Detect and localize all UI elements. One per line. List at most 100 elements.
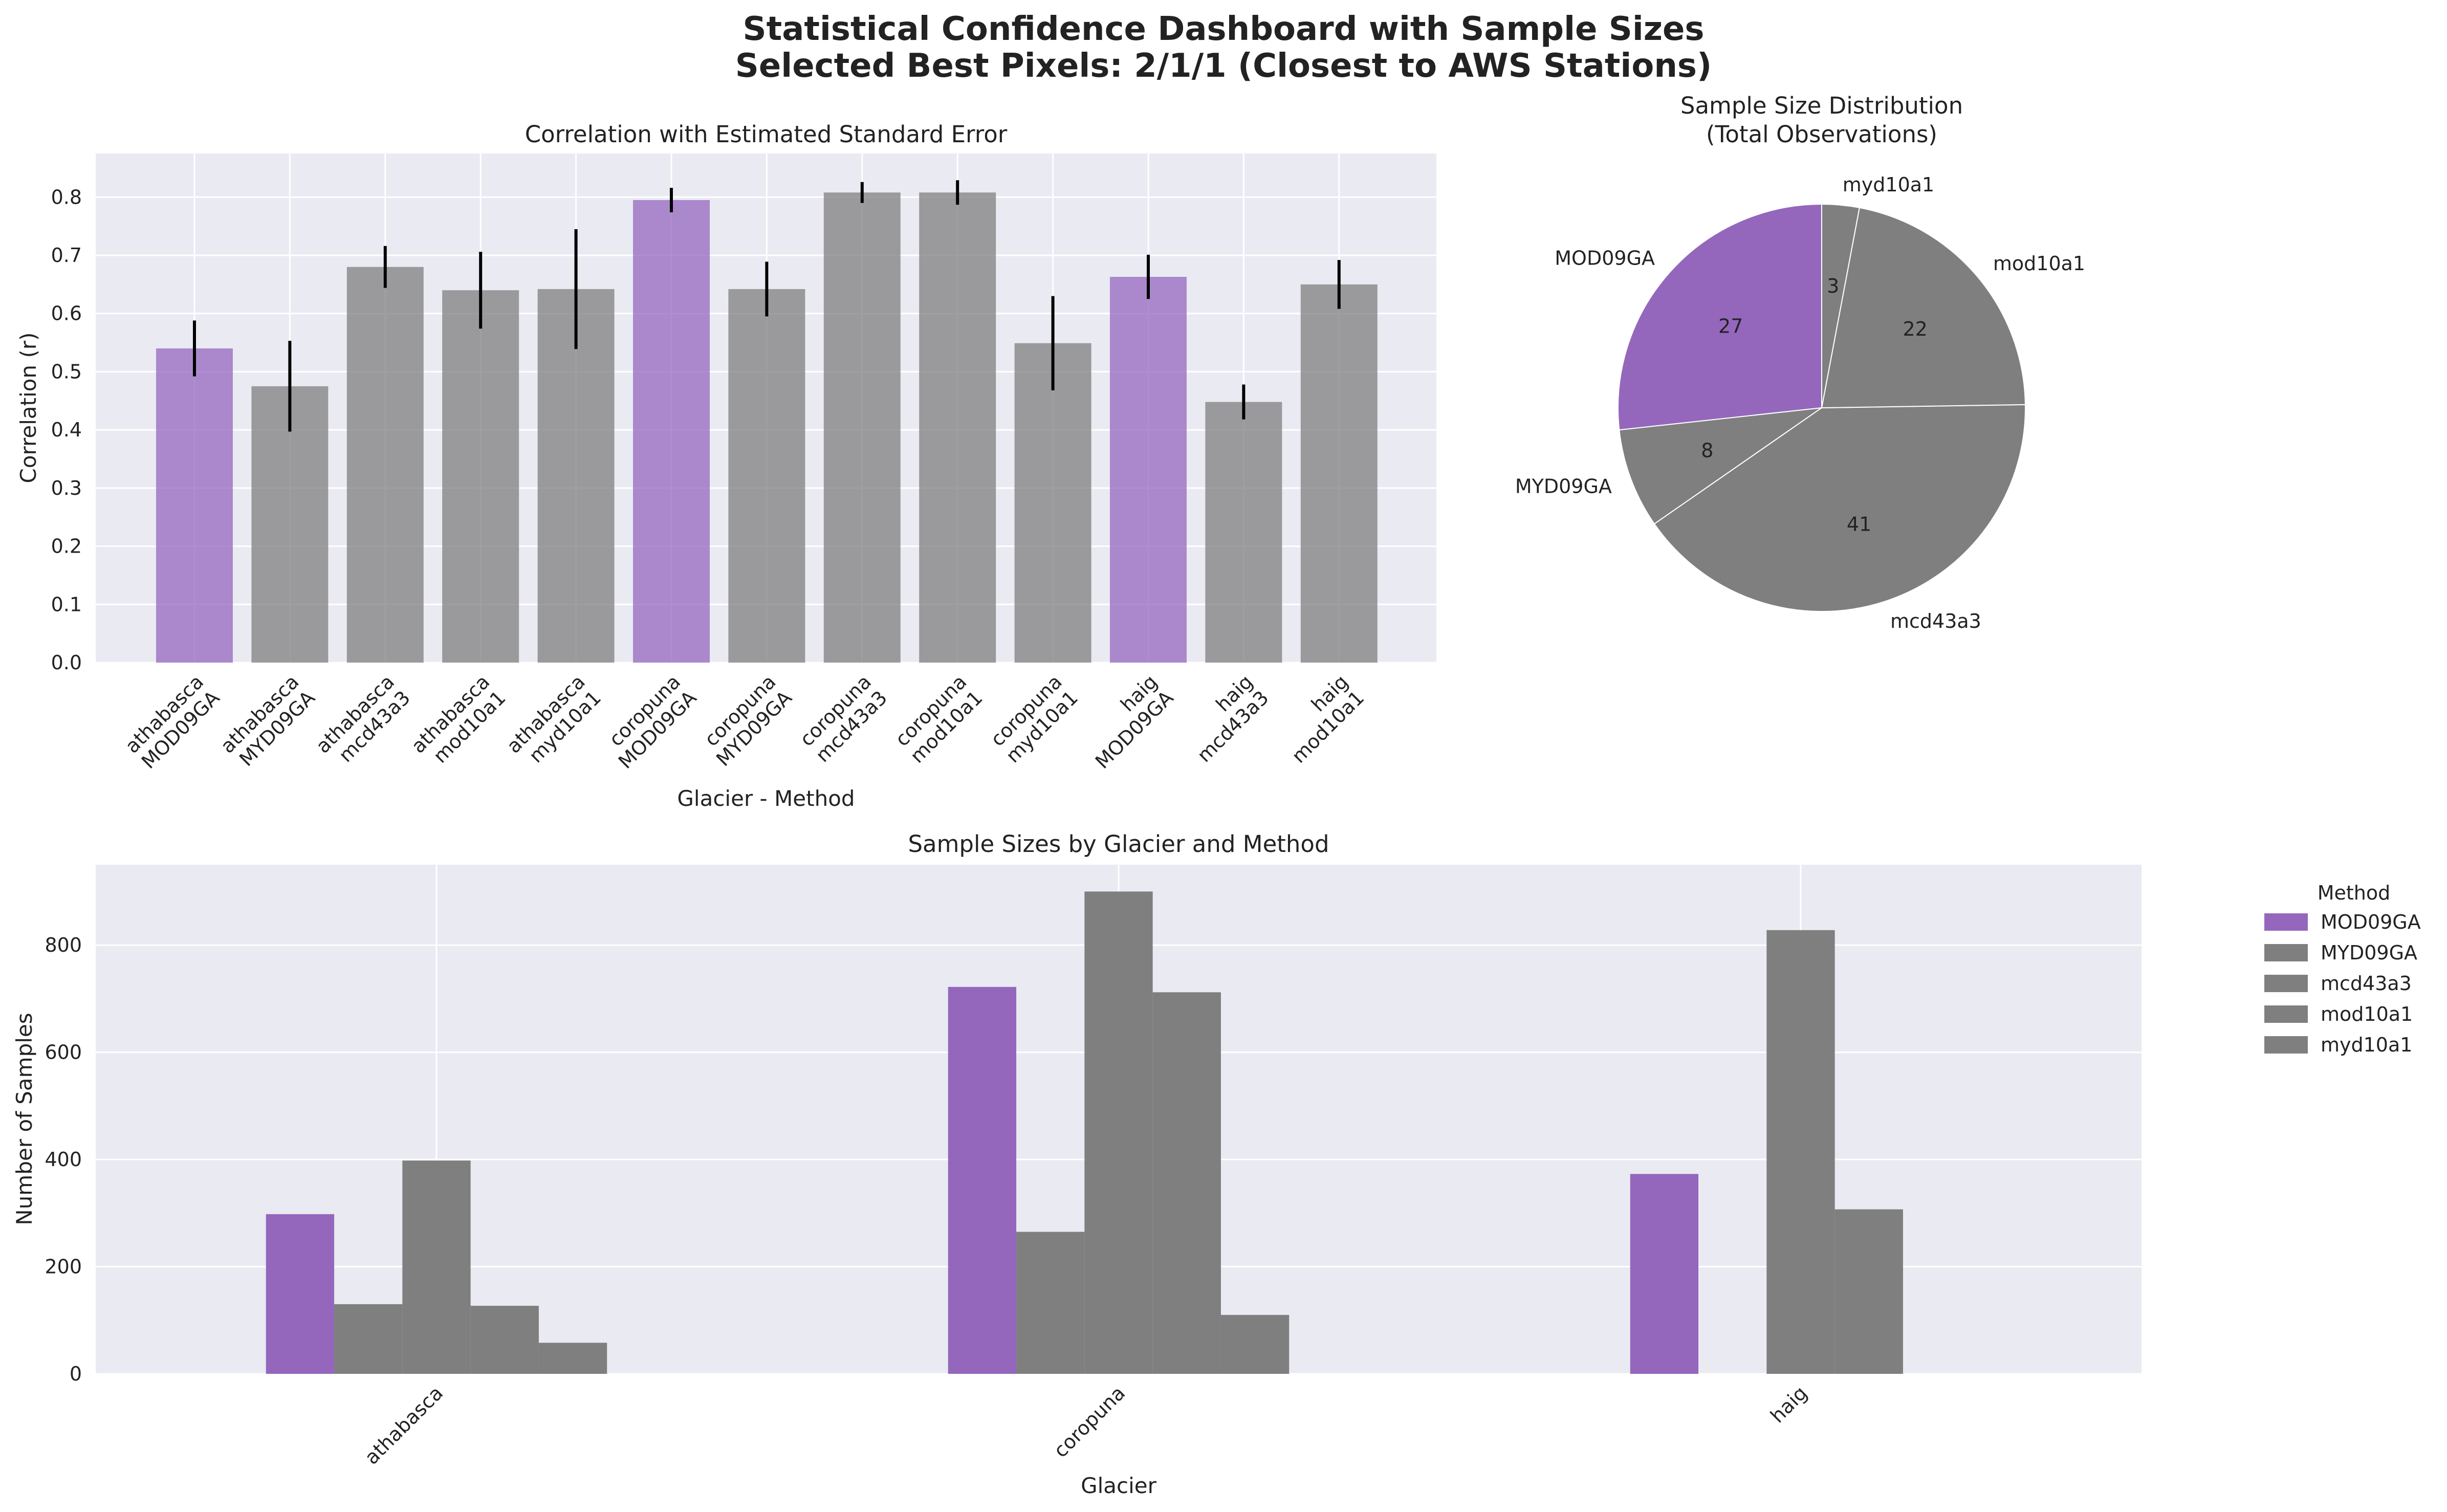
y-tick-label: 0.8 [51,186,82,208]
correlation-bar [633,200,710,663]
legend-entry: myd10a1 [2321,1034,2412,1056]
sample-bar [1630,1174,1699,1374]
correlation-bars [156,192,1378,663]
sample-bar [1220,1314,1290,1374]
y-tick-label: 0.7 [51,244,82,267]
pie-value-label: 8 [1701,440,1713,462]
legend-entry: mcd43a3 [2321,972,2412,995]
x-tick-label: coropuna [1050,1382,1130,1462]
sample-bar [470,1305,539,1374]
sample-bar [266,1214,335,1374]
pie-slices [1618,203,2026,612]
y-tick-label: 200 [45,1256,82,1278]
correlation-bar [442,290,519,663]
x-tick-label: athabasca [360,1382,447,1469]
x-tick-label: athabascamyd10a1 [502,670,605,773]
correlation-bar [1300,284,1378,663]
sample-bar [1084,891,1153,1374]
correlation-bar [156,348,233,663]
pie-value-label: 3 [1827,275,1839,297]
correlation-title: Correlation with Estimated Standard Erro… [525,121,1008,148]
legend-swatch [2264,1036,2308,1054]
legend-entry: mod10a1 [2321,1003,2413,1025]
legend-entry: MYD09GA [2321,941,2417,964]
y-tick-label: 0.6 [51,302,82,325]
correlation-x-ticks: athabascaMOD09GAathabascaMYD09GAathabasc… [121,670,1368,773]
y-tick-label: 0.1 [51,593,82,616]
x-tick-label: haigmod10a1 [1272,670,1369,768]
correlation-y-ticks: 0.0 0.1 0.2 0.3 0.4 0.5 0.6 0.7 0.8 [51,186,82,674]
y-tick-label: 0.4 [51,419,82,441]
correlation-error-bars [193,180,1341,432]
sample-bar [334,1304,403,1374]
sample-bar [1016,1232,1085,1374]
correlation-bar [1110,277,1187,663]
legend-title: Method [2318,882,2391,904]
pie-title-line1: Sample Size Distribution [1680,92,1963,119]
x-tick-label: coropunaMYD09GA [696,670,796,771]
sample-sizes-title: Sample Sizes by Glacier and Method [908,830,1329,858]
pie-slice [1821,203,1861,408]
correlation-bar [537,289,615,663]
pie-title-line2: (Total Observations) [1706,121,1937,148]
correlation-bar [823,192,901,663]
correlation-bar [728,289,805,663]
sample-sizes-y-label: Number of Samples [12,1013,37,1225]
correlation-bar [1205,402,1282,663]
figure-title-line1: Statistical Confidence Dashboard with Sa… [743,10,1705,48]
sample-bar [538,1343,607,1374]
y-tick-label: 0.5 [51,360,82,383]
sample-sizes-bars [266,891,1903,1374]
x-tick-label: athabascaMOD09GA [121,670,224,773]
x-tick-label: athabascaMYD09GA [216,670,319,773]
legend-swatch [2264,944,2308,961]
x-tick-label: coropunamod10a1 [890,670,987,768]
y-tick-label: 600 [45,1041,82,1064]
pie-slice-label: MYD09GA [1515,475,1612,497]
pie-slice-label: MOD09GA [1555,247,1655,270]
sample-bar [948,987,1017,1374]
pie-slice-label: mod10a1 [1993,252,2085,275]
method-legend: Method MOD09GA MYD09GA mcd43a3 mod10a1 myd10… [2264,882,2421,1056]
pie-value-label: 27 [1718,315,1743,338]
pie-slice [1619,407,1822,525]
sample-bar [1834,1209,1903,1374]
pie-slice [1821,207,2026,409]
sample-sizes-y-ticks: 0 200 400 600 800 [45,934,82,1385]
x-tick-label: athabascamcd43a3 [312,670,414,773]
pie-slice [1653,404,2026,612]
x-tick-label: coropunamyd10a1 [986,670,1082,767]
legend-swatch [2264,975,2308,992]
correlation-bar [1014,343,1091,663]
x-tick-label: haigmcd43a3 [1177,670,1273,766]
legend-entry: MOD09GA [2321,911,2421,933]
legend-swatch [2264,913,2308,931]
y-tick-label: 0.3 [51,477,82,499]
pie-slice-label: mcd43a3 [1890,610,1981,632]
legend-swatch [2264,1005,2308,1023]
sample-bar [1152,992,1221,1374]
x-tick-label: coropunaMOD09GA [598,670,701,773]
x-tick-label: haig [1766,1382,1811,1427]
sample-sizes-chart: 0 200 400 600 800 athabasca coropuna haig Samp… [12,830,2421,1498]
figure-title-line2: Selected Best Pixels: 2/1/1 (Closest to … [735,47,1712,85]
x-tick-label: coropunamcd43a3 [795,670,891,766]
pie-slice-label: myd10a1 [1843,173,1934,196]
y-tick-label: 0 [70,1363,82,1385]
correlation-x-label: Glacier - Method [677,786,855,811]
sample-size-pie-chart: Sample Size Distribution (Total Observat… [1515,92,2085,632]
y-tick-label: 0.2 [51,535,82,558]
pie-value-label: 41 [1847,513,1871,535]
correlation-chart: 0.0 0.1 0.2 0.3 0.4 0.5 0.6 0.7 0.8 athabascaMOD… [16,121,1436,811]
x-tick-label: athabascamod10a1 [407,670,510,773]
sample-bar [402,1160,471,1374]
correlation-bar [346,267,424,663]
sample-sizes-x-ticks: athabasca coropuna haig [360,1382,1811,1469]
y-tick-label: 800 [45,934,82,956]
pie-value-label: 22 [1903,318,1927,340]
pie-labels: 27 MOD09GA 8 MYD09GA 41 mcd43a3 22 mod10a1 3 myd1… [1515,173,2085,632]
correlation-y-label: Correlation (r) [16,333,41,484]
y-tick-label: 400 [45,1148,82,1171]
correlation-bar [251,386,329,663]
